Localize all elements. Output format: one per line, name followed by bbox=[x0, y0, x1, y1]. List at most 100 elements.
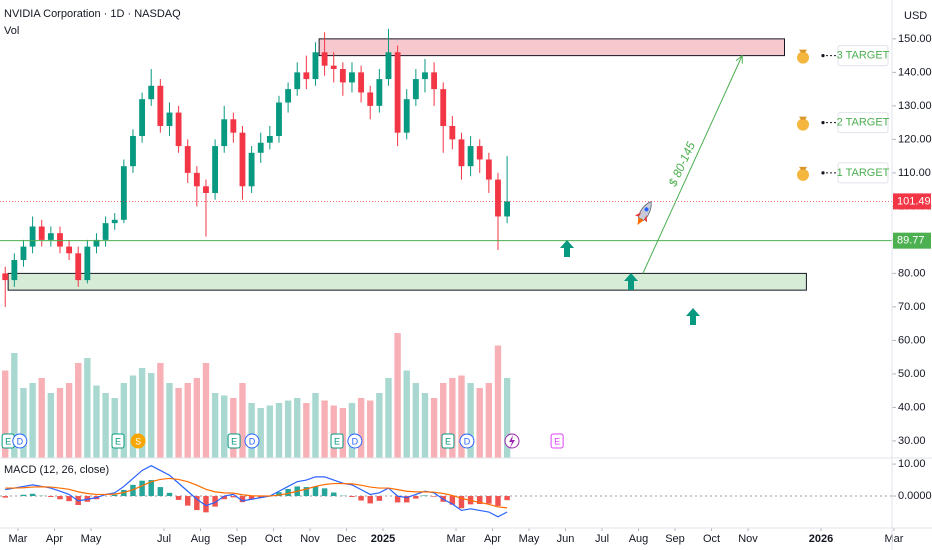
target-label: 3 TARGET bbox=[837, 50, 890, 62]
candle-body bbox=[367, 92, 374, 106]
candle-body bbox=[276, 102, 282, 137]
currency-label: USD bbox=[904, 10, 927, 22]
candle-body bbox=[139, 99, 146, 137]
target-bag bbox=[797, 49, 809, 64]
volume-bar bbox=[303, 403, 310, 458]
volume-bar bbox=[485, 383, 493, 458]
candle-body bbox=[29, 226, 36, 247]
candle-body bbox=[166, 112, 173, 126]
volume-bar bbox=[120, 383, 128, 458]
macd-histogram bbox=[303, 487, 310, 497]
volume-bar bbox=[430, 398, 438, 458]
x-tick-label: Dec bbox=[337, 533, 357, 545]
x-tick-label: May bbox=[519, 533, 540, 545]
candle-body bbox=[412, 79, 419, 100]
candle-body bbox=[476, 146, 483, 160]
candle-body bbox=[266, 136, 273, 143]
macd-histogram bbox=[239, 496, 246, 503]
candle-body bbox=[330, 65, 337, 70]
volume-bar bbox=[111, 398, 118, 458]
macd-histogram bbox=[148, 480, 154, 497]
y-tick-label: 130.00 bbox=[898, 100, 932, 112]
volume-label: Vol bbox=[4, 25, 19, 37]
event-label: S bbox=[135, 436, 141, 446]
candle-body bbox=[38, 226, 45, 240]
event-badge bbox=[244, 433, 260, 449]
volume-bar bbox=[93, 385, 100, 458]
volume-bar bbox=[221, 395, 228, 458]
target-label: 2 TARGET bbox=[837, 117, 890, 129]
macd-histogram bbox=[230, 496, 237, 498]
chart-title: NVIDIA Corporation · 1D · NASDAQ bbox=[4, 8, 181, 20]
event-label: E bbox=[5, 436, 11, 446]
target-box bbox=[837, 112, 889, 134]
event-badge bbox=[111, 433, 125, 449]
volume-bar bbox=[330, 405, 337, 458]
macd-histogram bbox=[349, 496, 355, 497]
volume-bar bbox=[102, 393, 109, 458]
volume-bar bbox=[284, 400, 292, 458]
volume-bar bbox=[367, 400, 374, 458]
macd-histogram bbox=[495, 496, 501, 506]
volume-bar bbox=[239, 383, 246, 458]
volume-bar bbox=[166, 383, 173, 458]
price-zone bbox=[318, 38, 786, 57]
macd-histogram bbox=[66, 496, 72, 502]
macd-histogram bbox=[276, 492, 282, 497]
volume-bar bbox=[20, 388, 27, 458]
x-tick-label: Jul bbox=[595, 533, 609, 545]
candle-body bbox=[294, 72, 301, 90]
volume-bar bbox=[348, 403, 356, 458]
candle-body bbox=[111, 219, 118, 224]
candle-body bbox=[93, 239, 100, 247]
macd-histogram bbox=[248, 496, 255, 500]
volume-bar bbox=[257, 408, 264, 458]
volume-bar bbox=[275, 403, 283, 458]
volume-bar bbox=[65, 383, 73, 458]
volume-bar bbox=[294, 398, 301, 458]
price-label-box bbox=[893, 193, 931, 210]
volume-bar bbox=[38, 378, 45, 458]
y-tick-label: 70.00 bbox=[898, 301, 926, 313]
x-tick-label: Apr bbox=[46, 533, 63, 545]
y-tick-label: 80.00 bbox=[898, 267, 926, 279]
volume-bar bbox=[175, 388, 182, 458]
x-tick-label: Jun bbox=[557, 533, 575, 545]
volume-bar bbox=[321, 400, 328, 458]
price-label: 101.49 bbox=[897, 195, 931, 207]
money-bag bbox=[797, 51, 809, 64]
volume-bar bbox=[56, 388, 64, 458]
lightning-icon bbox=[509, 435, 515, 448]
volume-bar bbox=[157, 363, 164, 458]
candle-body bbox=[385, 52, 392, 80]
x-tick-label: Apr bbox=[484, 533, 501, 545]
event-label: E bbox=[554, 436, 560, 446]
macd-histogram bbox=[194, 496, 200, 511]
up-arrow bbox=[560, 240, 574, 257]
candle-body bbox=[248, 152, 255, 187]
event-label: E bbox=[231, 436, 237, 446]
macd-histogram bbox=[20, 494, 27, 497]
macd-histogram bbox=[367, 496, 373, 504]
volume-bar bbox=[440, 383, 447, 458]
volume-bar bbox=[230, 398, 237, 458]
candle-body bbox=[230, 119, 237, 133]
volume-bar bbox=[394, 333, 401, 458]
macd-histogram bbox=[403, 496, 410, 503]
target-box bbox=[837, 162, 889, 184]
target-dot bbox=[821, 121, 825, 125]
macd-histogram bbox=[285, 489, 291, 497]
candle-body bbox=[285, 89, 292, 103]
volume-bar bbox=[211, 393, 219, 458]
event-badge bbox=[459, 433, 475, 449]
macd-histogram bbox=[175, 496, 182, 500]
macd-histogram bbox=[57, 496, 63, 500]
arrow-head bbox=[735, 54, 743, 64]
target-bag bbox=[797, 166, 809, 181]
candle-body bbox=[212, 146, 219, 193]
macd-tick-label: 0.0000 bbox=[898, 490, 932, 502]
candle-body bbox=[349, 72, 355, 83]
candle-body bbox=[130, 136, 136, 167]
event-label: E bbox=[445, 436, 451, 446]
volume-bar bbox=[129, 375, 137, 458]
